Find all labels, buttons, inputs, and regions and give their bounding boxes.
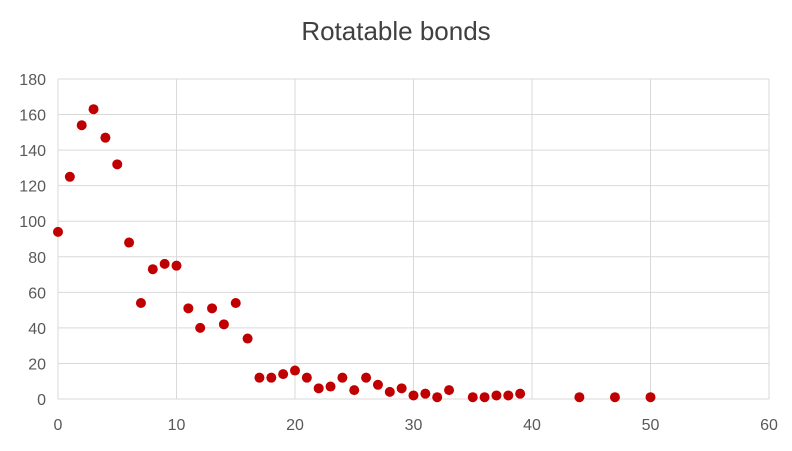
data-point [349, 385, 360, 396]
data-point [301, 372, 312, 383]
data-point [432, 392, 443, 403]
y-tick-label: 160 [19, 108, 46, 125]
x-tick-label: 20 [286, 417, 304, 434]
data-point [100, 132, 111, 143]
data-point [444, 385, 455, 396]
data-point [503, 390, 514, 401]
data-point [313, 383, 324, 394]
data-point [195, 322, 206, 333]
data-point [183, 303, 194, 314]
data-point [396, 383, 407, 394]
y-tick-label: 40 [28, 321, 46, 338]
data-point [278, 369, 289, 380]
x-tick-label: 10 [168, 417, 186, 434]
data-point [242, 333, 253, 344]
data-point [64, 171, 75, 182]
x-tick-label: 0 [54, 417, 63, 434]
chart-title: Rotatable bonds [301, 16, 491, 46]
data-point [420, 388, 431, 399]
y-tick-label: 20 [28, 356, 46, 373]
data-point [467, 392, 478, 403]
x-tick-label: 60 [760, 417, 778, 434]
data-point [515, 388, 526, 399]
data-point [266, 372, 277, 383]
x-tick-label: 50 [642, 417, 660, 434]
data-point [218, 319, 229, 330]
y-tick-label: 80 [28, 250, 46, 267]
data-point [645, 392, 656, 403]
data-point [361, 372, 372, 383]
data-point [574, 392, 585, 403]
y-tick-label: 120 [19, 179, 46, 196]
data-point [159, 258, 170, 269]
data-point [384, 386, 395, 397]
data-point [491, 390, 502, 401]
y-tick-label: 140 [19, 143, 46, 160]
data-point [147, 264, 158, 275]
data-point [171, 260, 182, 271]
data-point [325, 381, 336, 392]
data-point [408, 390, 419, 401]
data-point [372, 379, 383, 390]
data-point [76, 120, 87, 131]
data-point [135, 298, 146, 308]
data-point [124, 237, 135, 248]
y-tick-label: 0 [37, 392, 46, 409]
data-point [254, 372, 265, 383]
data-point [337, 372, 348, 383]
y-tick-label: 180 [19, 72, 46, 89]
data-point [609, 392, 620, 403]
data-point [479, 392, 490, 403]
data-point [290, 365, 300, 376]
x-tick-label: 30 [405, 417, 423, 434]
data-point [88, 104, 99, 115]
data-point [53, 226, 63, 237]
data-point [230, 298, 241, 308]
y-tick-label: 60 [28, 285, 46, 302]
data-point [112, 159, 123, 170]
data-point [207, 303, 218, 314]
x-tick-label: 40 [523, 417, 541, 434]
y-tick-label: 100 [19, 214, 46, 231]
